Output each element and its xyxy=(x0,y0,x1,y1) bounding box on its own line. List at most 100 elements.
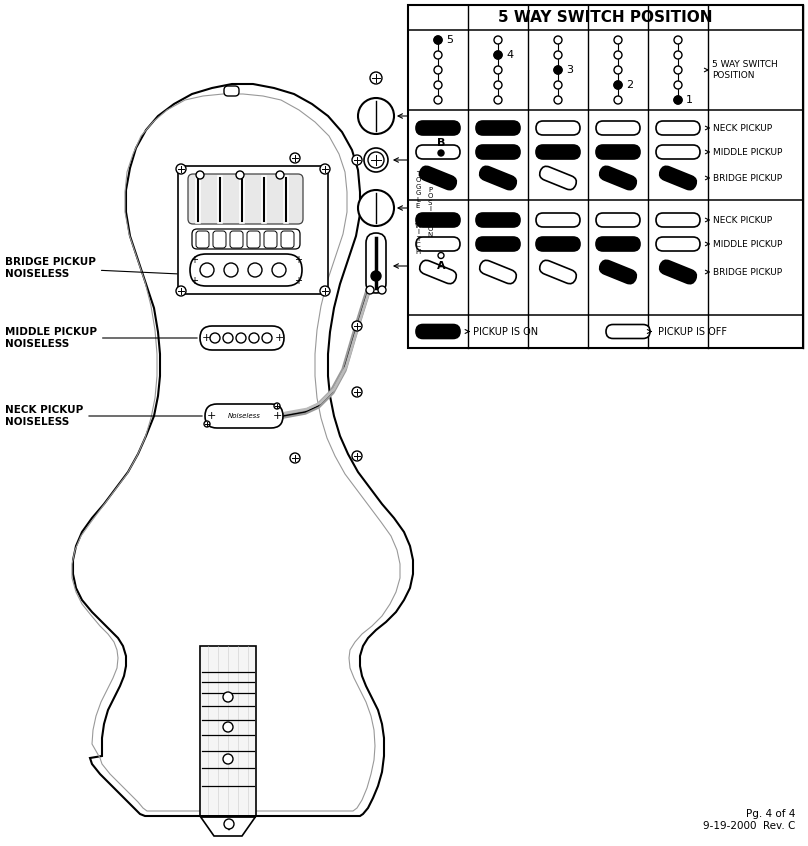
Text: B: B xyxy=(437,138,445,148)
FancyBboxPatch shape xyxy=(659,261,696,283)
FancyBboxPatch shape xyxy=(536,121,580,135)
Circle shape xyxy=(276,171,284,179)
Circle shape xyxy=(352,387,362,397)
Text: 2: 2 xyxy=(630,235,638,245)
Circle shape xyxy=(438,150,444,156)
Circle shape xyxy=(236,333,246,343)
FancyBboxPatch shape xyxy=(476,145,520,159)
FancyBboxPatch shape xyxy=(656,121,700,135)
Text: NECK PICKUP: NECK PICKUP xyxy=(705,124,772,133)
Text: 4: 4 xyxy=(630,267,638,277)
FancyBboxPatch shape xyxy=(656,237,700,251)
FancyBboxPatch shape xyxy=(213,231,226,248)
Text: MIDDLE PICKUP: MIDDLE PICKUP xyxy=(705,147,782,157)
Text: +: + xyxy=(294,276,302,286)
FancyBboxPatch shape xyxy=(536,213,580,227)
Circle shape xyxy=(674,81,682,89)
Text: +: + xyxy=(190,255,198,265)
Text: BRIDGE PICKUP: BRIDGE PICKUP xyxy=(705,267,782,277)
Circle shape xyxy=(494,51,502,59)
Circle shape xyxy=(223,754,233,764)
FancyBboxPatch shape xyxy=(200,646,256,816)
Circle shape xyxy=(378,286,386,294)
FancyBboxPatch shape xyxy=(596,213,640,227)
Circle shape xyxy=(614,36,622,44)
FancyBboxPatch shape xyxy=(416,325,460,338)
Text: MIDDLE PICKUP: MIDDLE PICKUP xyxy=(705,239,782,249)
Circle shape xyxy=(352,451,362,461)
FancyBboxPatch shape xyxy=(656,145,700,159)
Polygon shape xyxy=(200,816,256,836)
Circle shape xyxy=(438,252,444,259)
Circle shape xyxy=(249,333,259,343)
Circle shape xyxy=(223,692,233,702)
Text: SEE  5 WAY SWITCH
POSITION: SEE 5 WAY SWITCH POSITION xyxy=(394,255,613,277)
Text: NECK PICKUP
NOISELESS: NECK PICKUP NOISELESS xyxy=(5,405,202,426)
Circle shape xyxy=(223,333,233,343)
FancyBboxPatch shape xyxy=(419,167,457,190)
Text: 5: 5 xyxy=(446,35,453,45)
Text: B: B xyxy=(640,161,648,171)
Circle shape xyxy=(248,263,262,277)
Text: PICKUP IS OFF: PICKUP IS OFF xyxy=(647,327,727,337)
FancyBboxPatch shape xyxy=(480,167,516,190)
Circle shape xyxy=(615,219,625,229)
Circle shape xyxy=(176,164,186,174)
Text: PICKUP IS ON: PICKUP IS ON xyxy=(465,327,538,337)
Text: BRIDGE PICKUP: BRIDGE PICKUP xyxy=(705,173,782,183)
Circle shape xyxy=(352,155,362,165)
FancyBboxPatch shape xyxy=(476,237,520,251)
Circle shape xyxy=(674,36,682,44)
Circle shape xyxy=(176,286,186,296)
Circle shape xyxy=(366,286,374,294)
Circle shape xyxy=(615,235,625,245)
Circle shape xyxy=(290,153,300,163)
Circle shape xyxy=(224,819,234,829)
FancyBboxPatch shape xyxy=(600,167,637,190)
Text: MIDDLE PICKUP
NOISELESS: MIDDLE PICKUP NOISELESS xyxy=(5,327,197,349)
Text: 5 WAY SWITCH
POSITION: 5 WAY SWITCH POSITION xyxy=(705,60,778,80)
FancyBboxPatch shape xyxy=(200,326,284,350)
Circle shape xyxy=(674,66,682,74)
FancyBboxPatch shape xyxy=(540,261,576,283)
Text: A: A xyxy=(640,148,648,158)
Circle shape xyxy=(290,453,300,463)
Circle shape xyxy=(494,96,502,104)
Circle shape xyxy=(200,263,214,277)
Text: 5 WAY SWITCH POSITION: 5 WAY SWITCH POSITION xyxy=(499,10,713,25)
Circle shape xyxy=(358,98,394,134)
Circle shape xyxy=(434,36,442,44)
Circle shape xyxy=(236,171,244,179)
FancyBboxPatch shape xyxy=(596,145,640,159)
Circle shape xyxy=(614,81,622,89)
Circle shape xyxy=(272,263,286,277)
Text: +: + xyxy=(201,333,211,343)
Text: P
O
S
I
T
I
O
N: P O S I T I O N xyxy=(427,187,433,239)
Circle shape xyxy=(494,51,502,59)
Circle shape xyxy=(625,161,635,171)
Text: +: + xyxy=(190,276,198,286)
Circle shape xyxy=(494,36,502,44)
Text: +: + xyxy=(294,255,302,265)
Circle shape xyxy=(554,36,562,44)
FancyBboxPatch shape xyxy=(476,213,520,227)
Circle shape xyxy=(364,148,388,172)
FancyBboxPatch shape xyxy=(416,213,460,227)
FancyBboxPatch shape xyxy=(366,233,386,293)
Text: 4: 4 xyxy=(506,50,513,60)
Circle shape xyxy=(434,51,442,59)
FancyBboxPatch shape xyxy=(596,237,640,251)
Circle shape xyxy=(554,51,562,59)
Circle shape xyxy=(434,66,442,74)
Circle shape xyxy=(368,152,384,168)
FancyBboxPatch shape xyxy=(230,231,243,248)
FancyBboxPatch shape xyxy=(188,174,303,224)
FancyBboxPatch shape xyxy=(540,167,576,190)
Text: 3: 3 xyxy=(630,251,637,261)
Circle shape xyxy=(674,96,682,104)
Circle shape xyxy=(554,66,562,74)
Text: BRIDGE PICKUP
NOISELESS: BRIDGE PICKUP NOISELESS xyxy=(5,257,177,279)
Circle shape xyxy=(434,81,442,89)
Circle shape xyxy=(615,251,625,261)
Text: MINI SWITCH: MINI SWITCH xyxy=(394,155,571,165)
